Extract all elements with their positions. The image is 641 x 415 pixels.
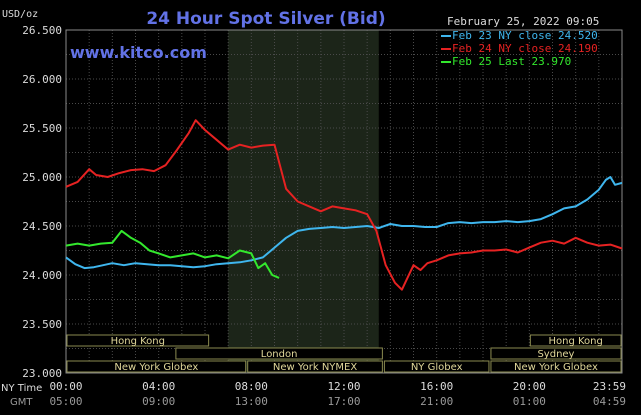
session-label: Hong Kong [111,336,165,347]
series-line-2 [65,229,280,279]
legend-entry: Feb 23 NY close 24.520 [452,29,598,42]
unit-label: USD/oz [2,9,38,20]
session-box [490,360,622,373]
chart-title: 24 Hour Spot Silver (Bid) [146,9,385,29]
series-line-1 [65,119,623,291]
x-tick-ny: 00:00 [49,380,82,393]
x-tick-gmt: 09:00 [142,395,175,408]
session-label: Hong Kong [548,336,602,347]
x-row-label-gmt: GMT [10,397,33,408]
x-tick-ny: 20:00 [513,380,546,393]
session-label: New York Globex [514,362,598,373]
y-tick-label: 24.000 [22,269,62,282]
website-label: www.kitco.com [70,43,207,62]
x-tick-ny: 04:00 [142,380,175,393]
x-tick-ny: 16:00 [420,380,453,393]
date-label: February 25, 2022 09:05 [447,15,599,28]
session-label: London [261,349,298,360]
series-line-0 [65,176,623,270]
x-tick-gmt: 01:00 [513,395,546,408]
session-label: NY Globex [411,362,463,373]
x-tick-ny: 08:00 [235,380,268,393]
x-row-label-ny: NY Time [1,383,42,394]
y-tick-label: 25.000 [22,171,62,184]
y-tick-label: 25.500 [22,122,62,135]
session-box [529,334,622,347]
y-tick-label: 26.000 [22,73,62,86]
session-label: Sydney [537,349,574,360]
plot-frame [65,29,623,374]
y-tick-label: 26.500 [22,24,62,37]
session-label: New York Globex [114,362,198,373]
session-box [247,360,383,373]
legend-entry: Feb 25 Last 23.970 [452,55,571,68]
session-box [66,334,210,347]
session-label: New York NYMEX [273,362,358,373]
x-tick-ny: 23:59 [593,380,626,393]
session-box [175,347,383,360]
session-box [490,347,622,360]
session-box [383,360,490,373]
x-tick-gmt: 05:00 [49,395,82,408]
x-tick-ny: 12:00 [327,380,360,393]
x-tick-gmt: 17:00 [327,395,360,408]
y-tick-label: 23.000 [22,367,62,380]
y-tick-label: 24.500 [22,220,62,233]
x-tick-gmt: 13:00 [235,395,268,408]
y-tick-label: 23.500 [22,318,62,331]
session-box [66,360,247,373]
x-tick-gmt: 04:59 [593,395,626,408]
x-tick-gmt: 21:00 [420,395,453,408]
legend-entry: Feb 24 NY close 24.190 [452,42,598,55]
